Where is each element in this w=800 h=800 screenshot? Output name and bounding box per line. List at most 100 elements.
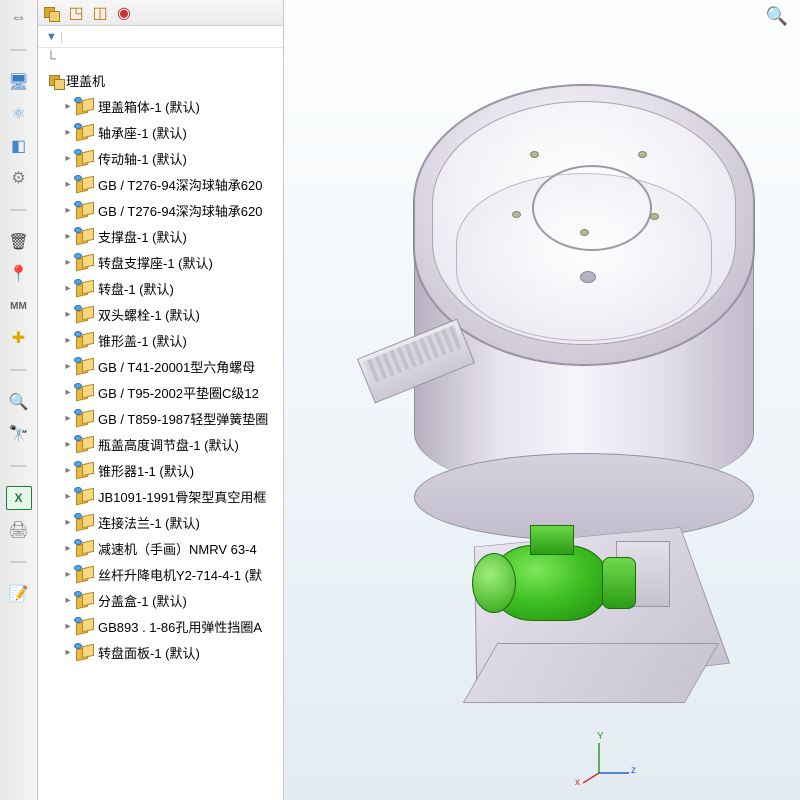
app-root: ⇔—🖥⚛◧⚙—🗑📍MM✚—🔍🔭—X🖨—📝 ◳ ◫ ◉ ▼ └ 理盖机 ▸理盖箱体… — [0, 0, 800, 800]
tree-item[interactable]: ▸ GB / T859-1987轻型弹簧垫圈 — [62, 405, 283, 431]
expander-icon[interactable]: ▸ — [62, 517, 74, 528]
axis-x-label: x — [575, 777, 580, 788]
tree-item-label: 轴承座-1 (默认) — [98, 123, 187, 142]
expander-icon[interactable]: ▸ — [62, 283, 74, 294]
tree-item-label: 传动轴-1 (默认) — [98, 149, 187, 168]
zoom-icon[interactable]: 🔍 — [766, 6, 788, 27]
assembly-root[interactable]: 理盖机 — [38, 68, 283, 93]
tree-item-label: 分盖盒-1 (默认) — [98, 591, 187, 610]
collapse-icon[interactable]: ⇔ — [6, 6, 32, 30]
measure-icon[interactable]: MM — [6, 294, 32, 318]
tree-item-label: GB / T859-1987轻型弹簧垫圈 — [98, 409, 268, 428]
tree-item[interactable]: ▸ 转盘支撑座-1 (默认) — [62, 249, 283, 275]
molecule-icon[interactable]: ⚛ — [6, 102, 32, 126]
tree-item-label: 瓶盖高度调节盘-1 (默认) — [98, 435, 239, 454]
appearance-tab-icon[interactable]: ◉ — [114, 3, 134, 23]
tree-item[interactable]: ▸GB / T95-2002平垫圈C级12 — [62, 379, 283, 405]
tree-item[interactable]: ▸丝杆升降电机Y2-714-4-1 (默 — [62, 561, 283, 587]
divider-icon-5: — — [6, 550, 32, 574]
filter-row[interactable]: ▼ — [38, 26, 283, 48]
tree-item[interactable]: ▸转盘面板-1 (默认) — [62, 639, 283, 665]
tree-item-label: JB1091-1991骨架型真空用框 — [98, 487, 266, 506]
tree-item-label: 双头螺栓-1 (默认) — [98, 305, 200, 324]
assembly-tab-icon[interactable] — [42, 3, 62, 23]
expander-icon[interactable]: ▸ — [62, 257, 74, 268]
expander-icon[interactable]: ▸ — [62, 179, 74, 190]
expander-icon[interactable]: ▸ — [62, 465, 74, 476]
plus-icon[interactable]: ✚ — [6, 326, 32, 350]
expander-icon[interactable]: ▸ — [62, 569, 74, 580]
excel-icon[interactable]: X — [6, 486, 32, 510]
model-icon[interactable]: ◧ — [6, 134, 32, 158]
expander-icon[interactable]: ▸ — [62, 231, 74, 242]
tree-item[interactable]: ▸GB / T276-94深沟球轴承620 — [62, 197, 283, 223]
assembly-icon — [48, 73, 66, 89]
tree-item[interactable]: ▸转盘-1 (默认) — [62, 275, 283, 301]
tree-item[interactable]: ▸ 分盖盒-1 (默认) — [62, 587, 283, 613]
graphics-viewport[interactable]: 🔍 Y z — [284, 0, 800, 800]
expander-icon[interactable]: ▸ — [62, 413, 74, 424]
search-icon[interactable]: 🔍 — [6, 390, 32, 414]
settings-icon[interactable]: ⚙ — [6, 166, 32, 190]
tree-item[interactable]: ▸锥形盖-1 (默认) — [62, 327, 283, 353]
tree-item[interactable]: ▸ 传动轴-1 (默认) — [62, 145, 283, 171]
part-icon — [76, 540, 94, 556]
part-icon — [76, 150, 94, 166]
tree-item[interactable]: ▸支撑盘-1 (默认) — [62, 223, 283, 249]
print-icon[interactable]: 🖨 — [6, 518, 32, 542]
expander-icon[interactable]: ▸ — [62, 127, 74, 138]
expander-icon[interactable]: ▸ — [62, 309, 74, 320]
expander-icon[interactable]: ▸ — [62, 647, 74, 658]
expander-icon[interactable]: ▸ — [62, 153, 74, 164]
part-icon — [76, 592, 94, 608]
tree-item[interactable]: ▸ 瓶盖高度调节盘-1 (默认) — [62, 431, 283, 457]
tree-item[interactable]: ▸减速机（手画）NMRV 63-4 — [62, 535, 283, 561]
expander-icon[interactable]: ▸ — [62, 439, 74, 450]
part-icon — [76, 618, 94, 634]
bucket-icon[interactable]: 🗑 — [6, 230, 32, 254]
expander-icon[interactable]: ▸ — [62, 621, 74, 632]
tree-item-label: 锥形器1-1 (默认) — [98, 461, 194, 480]
tree-item-label: 理盖箱体-1 (默认) — [98, 97, 200, 116]
config-tab-icon[interactable]: ◳ — [66, 3, 86, 23]
marker-icon[interactable]: 📍 — [6, 262, 32, 286]
part-icon — [76, 410, 94, 426]
expander-icon[interactable]: ▸ — [62, 491, 74, 502]
part-icon — [76, 228, 94, 244]
tree-item[interactable]: ▸ 锥形器1-1 (默认) — [62, 457, 283, 483]
binoculars-icon[interactable]: 🔭 — [6, 422, 32, 446]
tree-item[interactable]: ▸GB / T41-20001型六角螺母 — [62, 353, 283, 379]
filter-icon: ▼ — [46, 31, 57, 43]
part-icon — [76, 98, 94, 114]
tree-item[interactable]: ▸ 理盖箱体-1 (默认) — [62, 93, 283, 119]
tree-item[interactable]: ▸ JB1091-1991骨架型真空用框 — [62, 483, 283, 509]
axis-y-label: Y — [597, 731, 604, 742]
origin-icon: └ — [38, 50, 283, 68]
expander-icon[interactable]: ▸ — [62, 205, 74, 216]
expander-icon[interactable]: ▸ — [62, 387, 74, 398]
tree-item[interactable]: ▸ 轴承座-1 (默认) — [62, 119, 283, 145]
expander-icon[interactable]: ▸ — [62, 335, 74, 346]
expander-icon[interactable]: ▸ — [62, 361, 74, 372]
tree-item[interactable]: ▸ 双头螺栓-1 (默认) — [62, 301, 283, 327]
tree-item[interactable]: ▸ GB / T276-94深沟球轴承620 — [62, 171, 283, 197]
divider-icon-4: — — [6, 454, 32, 478]
expander-icon[interactable]: ▸ — [62, 101, 74, 112]
part-icon — [76, 280, 94, 296]
tree-item-label: 转盘支撑座-1 (默认) — [98, 253, 213, 272]
left-toolbar: ⇔—🖥⚛◧⚙—🗑📍MM✚—🔍🔭—X🖨—📝 — [0, 0, 38, 800]
divider-icon-3: — — [6, 358, 32, 382]
expander-icon[interactable]: ▸ — [62, 595, 74, 606]
tree-item[interactable]: ▸连接法兰-1 (默认) — [62, 509, 283, 535]
part-icon — [76, 124, 94, 140]
part-icon — [76, 176, 94, 192]
part-icon — [76, 436, 94, 452]
display-tab-icon[interactable]: ◫ — [90, 3, 110, 23]
monitor-icon[interactable]: 🖥 — [6, 70, 32, 94]
part-icon — [76, 566, 94, 582]
expander-icon[interactable]: ▸ — [62, 543, 74, 554]
tree-item-label: GB / T276-94深沟球轴承620 — [98, 175, 263, 194]
tree-item[interactable]: ▸GB893 . 1-86孔用弹性挡圈A — [62, 613, 283, 639]
model-3d — [384, 55, 774, 695]
note-icon[interactable]: 📝 — [6, 582, 32, 606]
